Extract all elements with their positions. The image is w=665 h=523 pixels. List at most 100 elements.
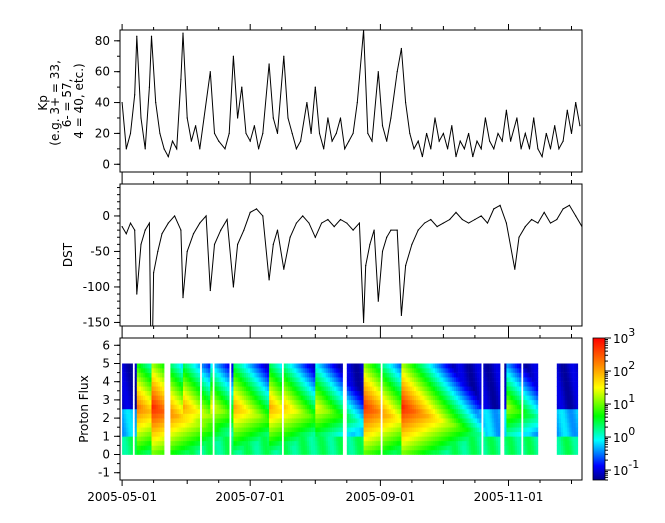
heatmap-cell [390,395,394,401]
heatmap-cell [514,422,518,428]
heatmap-cell [493,381,497,387]
heatmap-cell [376,450,379,455]
heatmap-cell [363,372,366,378]
heatmap-cell [126,372,129,378]
heatmap-cell [447,368,450,373]
heatmap-cell [447,440,450,446]
heatmap-cell [449,399,453,405]
heatmap-cell [180,363,184,369]
heatmap-cell [195,422,198,428]
heatmap-cell [487,436,490,442]
heatmap-cell [269,386,272,392]
heatmap-cell [180,427,184,433]
heatmap-cell [432,431,436,437]
heatmap-cell [332,404,335,410]
dst-data-point [363,321,365,324]
heatmap-cell [351,377,354,382]
heatmap-cell [237,418,240,423]
heatmap-cell [227,450,230,455]
heatmap-cell [248,377,251,382]
heatmap-cell [561,386,564,392]
heatmap-cell [529,386,532,392]
dst-data-point [129,222,132,224]
heatmap-cell [201,368,205,373]
heatmap-cell [401,409,404,414]
heatmap-cell [159,386,163,392]
heatmap-cell [346,409,350,414]
heatmap-cell [222,368,226,373]
heatmap-cell [136,399,140,405]
heatmap-cell [558,427,562,433]
heatmap-cell [447,386,450,392]
heatmap-cell [348,409,352,414]
heatmap-cell [353,418,356,423]
heatmap-cell [418,372,421,378]
heatmap-cell [241,395,245,401]
heatmap-cell [563,399,566,405]
heatmap-cell [348,440,352,446]
heatmap-cell [418,390,421,396]
heatmap-cell [514,386,518,392]
heatmap-cell [414,450,417,455]
heatmap-cell [558,404,562,410]
heatmap-cell [246,399,249,405]
heatmap-cell [258,431,261,437]
heatmap-cell [336,445,339,451]
heatmap-cell [495,436,499,442]
heatmap-cell [243,445,247,451]
heatmap-cell [409,372,413,378]
heatmap-cell [508,377,511,382]
heatmap-cell [372,399,375,405]
heatmap-cell [384,445,387,451]
heatmap-cell [449,436,453,442]
heatmap-cell [357,422,360,428]
heatmap-cell [246,440,249,446]
heatmap-cell [311,363,314,369]
heatmap-cell [525,377,528,382]
heatmap-cell [361,399,364,405]
dst-data-point [136,293,138,295]
heatmap-cell [485,450,488,455]
heatmap-cell [453,413,457,419]
heatmap-cell [336,427,339,433]
heatmap-cell [351,404,354,410]
heatmap-cell [254,409,257,414]
heatmap-cell [571,418,574,423]
heatmap-cell [204,390,207,396]
heatmap-cell [260,377,264,382]
heatmap-cell [279,368,282,373]
heatmap-cell [321,399,324,405]
heatmap-cell [271,445,274,451]
heatmap-cell [336,409,339,414]
heatmap-cell [489,431,492,437]
heatmap-cell [174,418,177,423]
heatmap-cell [432,368,436,373]
heatmap-cell [491,372,495,378]
heatmap-cell [571,372,574,378]
heatmap-cell [519,431,522,437]
heatmap-cell [254,427,257,433]
heatmap-cell [306,404,310,410]
heatmap-cell [290,395,293,401]
heatmap-cell [183,395,186,401]
heatmap-cell [174,445,177,451]
heatmap-cell [235,368,238,373]
heatmap-cell [254,399,257,405]
heatmap-cell [174,377,177,382]
heatmap-cell [403,436,406,442]
heatmap-cell [453,431,457,437]
heatmap-cell [418,399,421,405]
heatmap-cell [288,413,291,419]
heatmap-cell [453,436,457,442]
heatmap-cell [401,450,404,455]
heatmap-cell [357,390,360,396]
heatmap-cell [512,418,516,423]
heatmap-cell [575,372,579,378]
dst-data-point [537,222,539,224]
heatmap-cell [264,445,268,451]
heatmap-cell [426,377,429,382]
heatmap-cell [466,368,469,373]
heatmap-cell [453,381,457,387]
heatmap-cell [191,436,194,442]
heatmap-cell [197,436,201,442]
